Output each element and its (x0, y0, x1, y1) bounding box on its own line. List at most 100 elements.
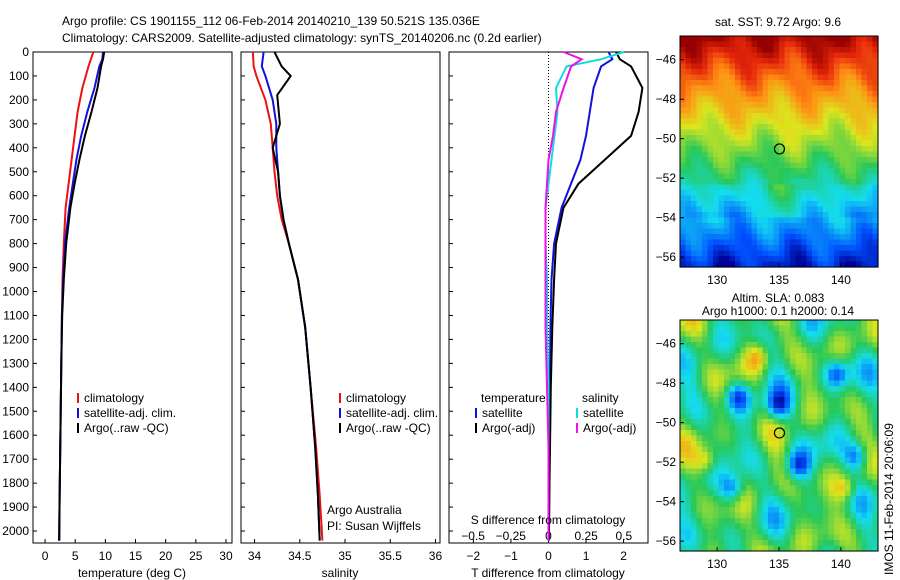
map-cell (735, 250, 742, 257)
map-cell (834, 457, 841, 464)
map-cell (696, 485, 703, 492)
map-cell (861, 195, 868, 202)
map-cell (801, 201, 808, 208)
map-cell (757, 523, 764, 530)
map-cell (751, 102, 758, 109)
map-cell (740, 234, 747, 241)
map-cell (718, 474, 725, 481)
map-cell (779, 325, 786, 332)
map-cell (850, 228, 857, 235)
map-cell (850, 430, 857, 437)
y-tick-label: 300 (9, 117, 29, 131)
map-cell (696, 212, 703, 219)
map-cell (806, 512, 813, 519)
map-cell (691, 118, 698, 125)
map-cell (784, 201, 791, 208)
map-cell (751, 342, 758, 349)
sst-map-title: sat. SST: 9.72 Argo: 9.6 (715, 15, 841, 29)
map-cell (746, 391, 753, 398)
map-cell (850, 80, 857, 87)
map-cell (856, 512, 863, 519)
x-tick-label: 36 (429, 549, 443, 563)
map-cell (861, 261, 868, 268)
map-cell (806, 129, 813, 136)
map-cell (828, 441, 835, 448)
map-cell (834, 369, 841, 376)
map-cell (746, 239, 753, 246)
x-tick-label-s: 0.25 (575, 529, 599, 543)
map-cell (702, 85, 709, 92)
map-cell (724, 107, 731, 114)
map-cell (812, 331, 819, 338)
map-cell (872, 129, 879, 136)
map-cell (724, 490, 731, 497)
map-cell (872, 424, 879, 431)
map-cell (740, 347, 747, 354)
map-cell (856, 124, 863, 131)
map-cell (691, 430, 698, 437)
map-cell (702, 118, 709, 125)
map-cell (856, 545, 863, 552)
map-cell (834, 474, 841, 481)
map-cell (801, 168, 808, 175)
map-cell (724, 518, 731, 525)
map-cell (702, 47, 709, 54)
map-cell (872, 446, 879, 453)
map-cell (806, 430, 813, 437)
map-cell (806, 364, 813, 371)
map-cell (850, 386, 857, 393)
map-cell (702, 501, 709, 508)
map-cell (685, 102, 692, 109)
map-cell (801, 228, 808, 235)
map-cell (823, 261, 830, 268)
map-cell (839, 256, 846, 263)
map-cell (779, 157, 786, 164)
map-cell (746, 245, 753, 252)
map-cell (801, 52, 808, 59)
map-cell (801, 452, 808, 459)
legend-heading: salinity (582, 391, 619, 405)
map-cell (828, 380, 835, 387)
map-cell (691, 413, 698, 420)
map-cell (691, 190, 698, 197)
map-cell (729, 529, 736, 536)
map-cell (718, 234, 725, 241)
map-cell (806, 375, 813, 382)
map-cell (702, 217, 709, 224)
map-cell (762, 413, 769, 420)
map-cell (746, 69, 753, 76)
map-cell (762, 380, 769, 387)
map-cell (757, 468, 764, 475)
map-cell (735, 118, 742, 125)
map-cell (784, 47, 791, 54)
map-cell (784, 457, 791, 464)
map-cell (850, 69, 857, 76)
map-cell (735, 540, 742, 547)
map-cell (773, 523, 780, 530)
map-cell (691, 223, 698, 230)
x-tick-label: 35 (338, 549, 352, 563)
map-cell (845, 336, 852, 343)
map-cell (828, 96, 835, 103)
map-cell (817, 529, 824, 536)
map-cell (850, 195, 857, 202)
map-cell (702, 256, 709, 263)
map-cell (850, 52, 857, 59)
map-cell (872, 380, 879, 387)
map-cell (845, 47, 852, 54)
map-cell (768, 353, 775, 360)
map-cell (746, 91, 753, 98)
map-cell (850, 129, 857, 136)
map-cell (845, 364, 852, 371)
map-cell (834, 52, 841, 59)
map-cell (817, 320, 824, 327)
map-cell (729, 457, 736, 464)
map-cell (680, 151, 687, 158)
map-cell (867, 58, 874, 65)
map-cell (861, 52, 868, 59)
map-cell (724, 63, 731, 70)
map-cell (867, 96, 874, 103)
map-cell (834, 228, 841, 235)
map-cell (696, 151, 703, 158)
map-cell (795, 140, 802, 147)
